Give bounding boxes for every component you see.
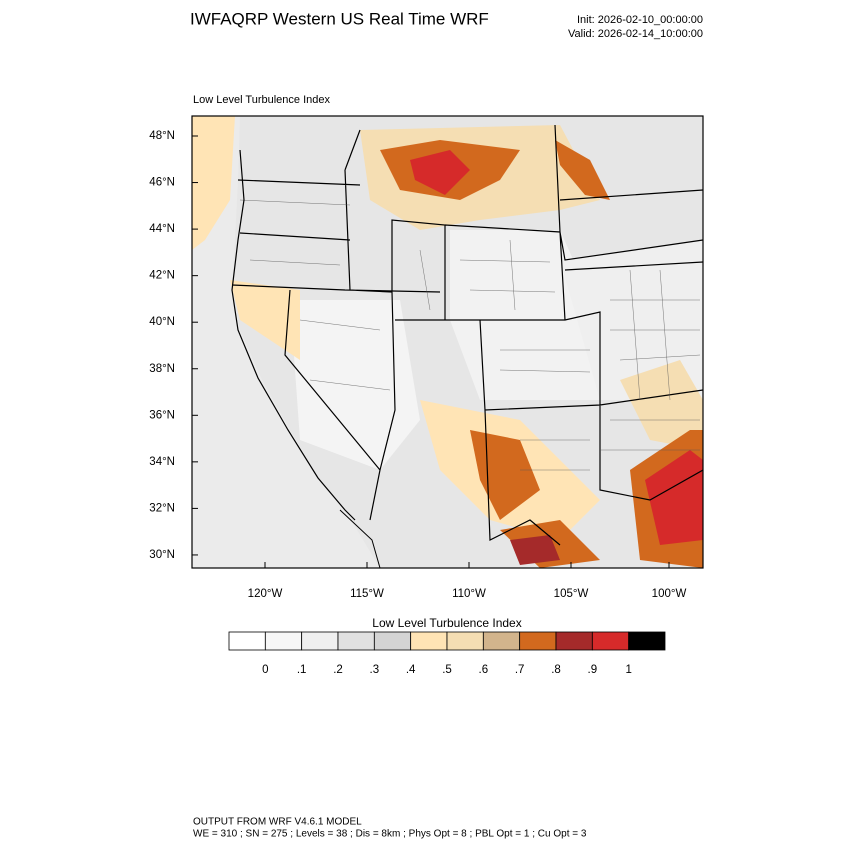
lat-label: 36°N xyxy=(149,409,175,421)
lat-label: 42°N xyxy=(149,270,175,282)
lat-label: 40°N xyxy=(149,316,175,328)
colorbar-box xyxy=(519,631,557,651)
lat-label: 34°N xyxy=(149,456,175,468)
lat-label: 44°N xyxy=(149,223,175,235)
colorbar-label: .8 xyxy=(551,664,561,676)
colorbar-label: 0 xyxy=(262,664,268,676)
lon-label: 120°W xyxy=(248,588,283,600)
colorbar-box xyxy=(301,631,339,651)
colorbar-label: .6 xyxy=(479,664,489,676)
lat-label: 32°N xyxy=(149,502,175,514)
lon-label: 110°W xyxy=(452,588,486,600)
map xyxy=(192,116,703,568)
colorbar-label: .9 xyxy=(588,664,598,676)
colorbar-box xyxy=(410,631,448,651)
lat-label: 48°N xyxy=(149,130,175,142)
colorbar-box xyxy=(337,631,375,651)
map-label: Low Level Turbulence Index xyxy=(193,94,330,106)
lon-label: 105°W xyxy=(554,588,589,600)
valid-time: Valid: 2026-02-14_10:00:00 xyxy=(568,28,703,40)
colorbar-box xyxy=(228,631,266,651)
init-time: Init: 2026-02-10_00:00:00 xyxy=(577,14,703,26)
map-frame xyxy=(191,115,704,569)
title: IWFAQRP Western US Real Time WRF xyxy=(190,9,489,28)
colorbar-box xyxy=(482,631,521,651)
lon-label: 100°W xyxy=(652,588,687,600)
colorbar-label: .7 xyxy=(515,664,525,676)
lat-label: 30°N xyxy=(149,549,175,561)
colorbar-box xyxy=(446,631,484,651)
colorbar-box xyxy=(628,631,666,651)
colorbar-label: .5 xyxy=(442,664,452,676)
colorbar-box xyxy=(555,631,593,651)
colorbar-label: .1 xyxy=(297,664,307,676)
lat-label: 38°N xyxy=(149,363,175,375)
colorbar-box xyxy=(373,631,412,651)
footer-line: WE = 310 ; SN = 275 ; Levels = 38 ; Dis … xyxy=(193,829,587,840)
lat-label: 46°N xyxy=(149,177,175,189)
colorbar-label: .4 xyxy=(406,664,416,676)
footer-line: OUTPUT FROM WRF V4.6.1 MODEL xyxy=(193,817,362,828)
colorbar-label: .3 xyxy=(370,664,380,676)
colorbar-box xyxy=(264,631,303,651)
lon-label: 115°W xyxy=(350,588,384,600)
colorbar-label: 1 xyxy=(625,664,631,676)
colorbar-box xyxy=(591,631,630,651)
colorbar-label: .2 xyxy=(333,664,343,676)
colorbar-title: Low Level Turbulence Index xyxy=(372,616,521,630)
